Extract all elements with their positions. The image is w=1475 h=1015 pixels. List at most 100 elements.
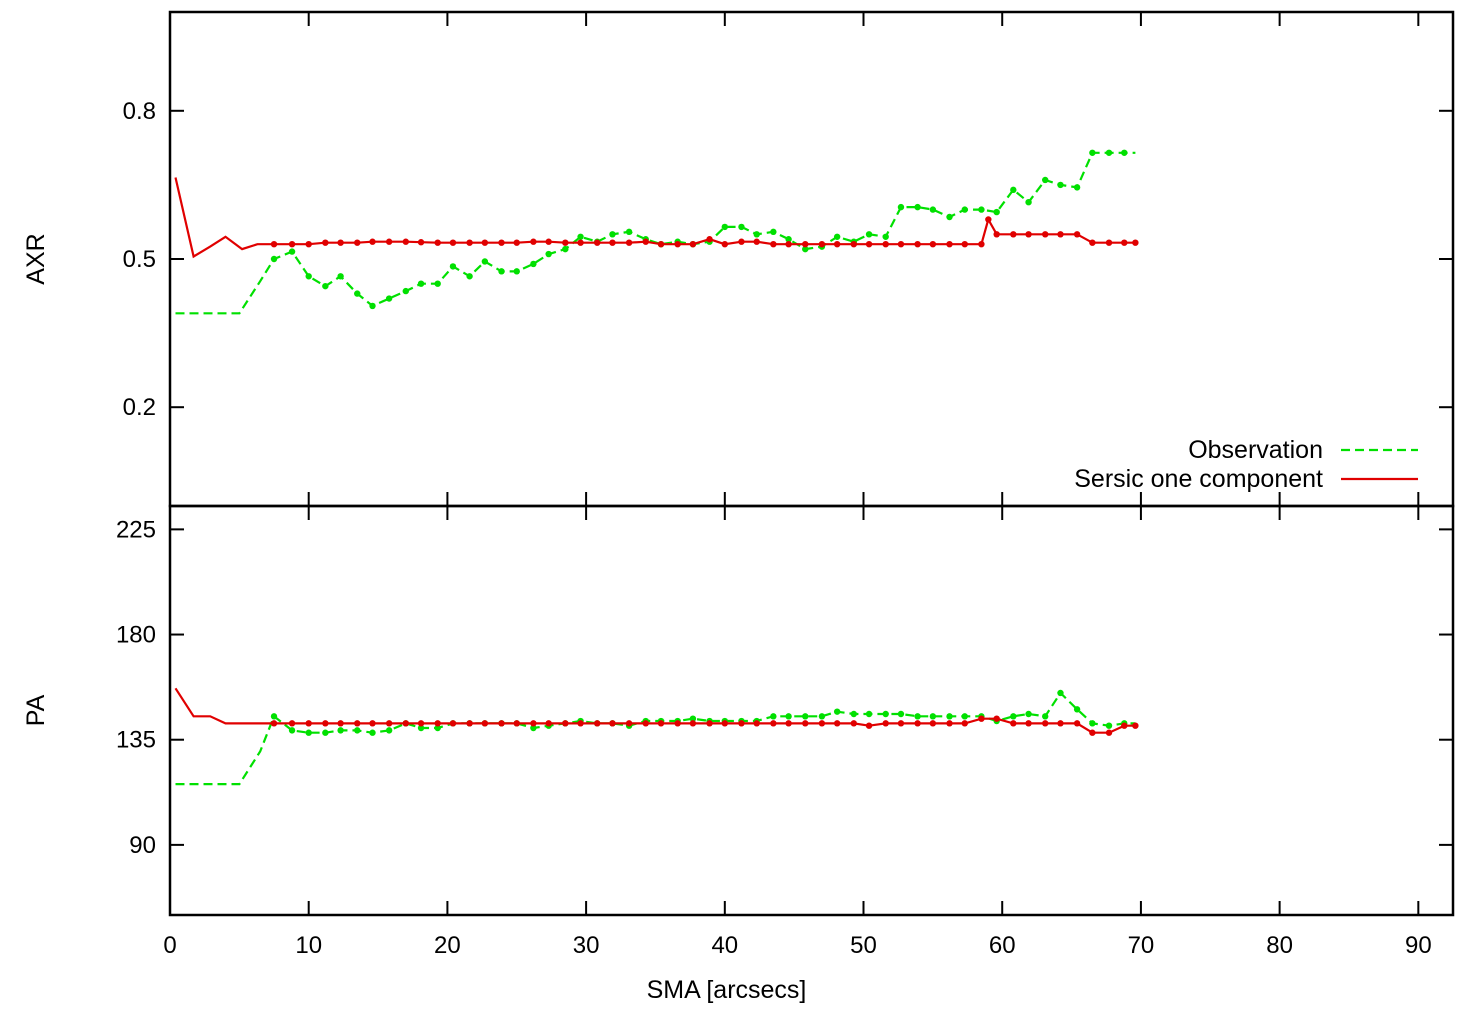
data-point	[770, 240, 777, 248]
data-point	[689, 240, 697, 248]
data-point	[985, 216, 992, 223]
data-point	[882, 233, 889, 240]
data-point	[530, 724, 537, 732]
data-point	[434, 720, 441, 727]
data-point	[961, 206, 968, 213]
x-axis-label: SMA [arcsecs]	[647, 976, 807, 1004]
data-point	[882, 720, 889, 727]
data-point	[288, 240, 296, 248]
data-point	[402, 720, 409, 727]
data-point	[753, 231, 760, 238]
data-point	[850, 710, 858, 718]
data-point	[1089, 729, 1096, 736]
data-point	[1057, 181, 1064, 189]
data-point	[978, 240, 985, 248]
data-point	[946, 720, 953, 727]
x-tick-label: 30	[573, 932, 600, 959]
data-point	[914, 240, 921, 248]
data-point	[785, 240, 792, 248]
data-point	[770, 228, 777, 236]
data-point	[721, 223, 729, 231]
data-point	[385, 295, 393, 302]
data-point	[1089, 239, 1096, 246]
data-point	[961, 720, 968, 727]
data-point	[434, 724, 441, 732]
data-point	[993, 715, 1000, 722]
data-point	[1042, 176, 1049, 184]
legend-label: Sersic one component	[1074, 465, 1323, 493]
data-point	[1042, 720, 1049, 727]
data-point	[1073, 720, 1081, 727]
data-point	[642, 238, 649, 245]
data-point	[1105, 239, 1113, 246]
data-point	[594, 239, 601, 246]
data-point	[481, 258, 489, 265]
data-point	[481, 239, 489, 246]
data-point	[1121, 149, 1128, 156]
data-point	[577, 720, 584, 727]
data-point	[562, 245, 569, 253]
data-point	[562, 720, 569, 727]
data-point	[1132, 239, 1139, 246]
y-tick-label: 0.2	[123, 394, 156, 421]
data-point	[513, 239, 520, 246]
data-point	[802, 240, 809, 248]
x-tick-label: 40	[711, 932, 738, 959]
data-point	[1073, 184, 1081, 191]
data-point	[545, 238, 552, 245]
data-point	[322, 720, 329, 727]
data-point	[337, 273, 344, 280]
y-tick-label: 180	[116, 622, 156, 649]
data-point	[466, 239, 473, 246]
data-point	[865, 710, 873, 718]
data-point	[882, 710, 889, 718]
data-point	[1025, 231, 1032, 238]
x-tick-label: 0	[163, 932, 176, 959]
data-point	[721, 720, 729, 727]
x-tick-label: 80	[1266, 932, 1293, 959]
data-point	[1057, 689, 1064, 697]
data-point	[1089, 720, 1096, 727]
data-point	[1105, 149, 1113, 156]
data-point	[625, 720, 633, 727]
data-point	[818, 720, 826, 727]
plot-frame	[168, 10, 1455, 508]
data-point	[1089, 149, 1096, 156]
data-point	[305, 273, 312, 280]
series-line-observation	[175, 691, 1136, 786]
data-point	[674, 240, 681, 248]
data-point	[1042, 713, 1049, 720]
data-point	[417, 280, 425, 287]
data-point	[270, 713, 278, 720]
data-point	[1057, 720, 1064, 727]
data-point	[706, 236, 713, 243]
data-point	[513, 268, 520, 275]
data-point	[818, 713, 826, 720]
data-point	[625, 239, 633, 246]
data-point	[594, 720, 601, 727]
data-point	[929, 720, 937, 727]
legend-label: Observation	[1188, 436, 1323, 464]
data-point	[322, 282, 329, 290]
plot-frame	[168, 504, 1455, 917]
data-point	[270, 255, 278, 263]
data-point	[369, 302, 376, 310]
data-point	[322, 729, 329, 736]
data-point	[689, 715, 697, 722]
data-point	[322, 239, 329, 246]
data-point	[993, 208, 1000, 216]
data-point	[706, 720, 713, 727]
series-line-sersic	[174, 177, 1136, 259]
data-point	[1010, 720, 1017, 727]
data-point	[946, 213, 953, 221]
data-point	[498, 239, 505, 246]
data-point	[417, 724, 425, 732]
data-point	[449, 263, 457, 270]
data-point	[961, 240, 968, 248]
y-tick-label: 90	[129, 832, 156, 859]
data-point	[481, 720, 489, 727]
data-point	[562, 239, 569, 246]
data-point	[434, 239, 441, 246]
data-point	[882, 240, 889, 248]
